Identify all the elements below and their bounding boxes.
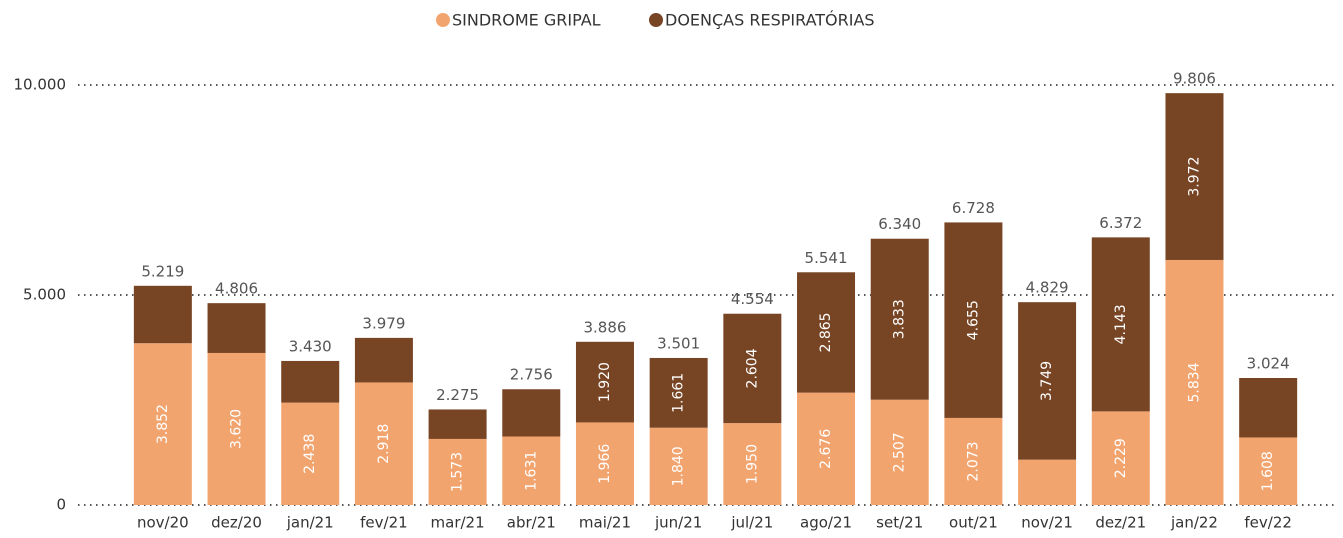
total-label: 3.430	[289, 337, 332, 355]
bar-segment	[133, 285, 192, 344]
legend-marker	[436, 13, 450, 27]
total-label: 3.979	[362, 314, 405, 332]
segment-label: 1.950	[744, 444, 760, 484]
segment-label: 3.620	[229, 409, 245, 449]
segment-label: 2.438	[302, 434, 318, 474]
segment-label: 2.865	[818, 312, 834, 352]
total-label: 6.728	[952, 199, 995, 217]
x-tick-label: jul/21	[730, 514, 773, 532]
bar-segment	[502, 436, 561, 505]
total-label: 4.806	[215, 280, 258, 298]
x-tick-label: set/21	[876, 514, 923, 532]
bar-segment	[1165, 259, 1224, 505]
segment-label: 4.143	[1113, 304, 1129, 344]
x-tick-label: mar/21	[431, 514, 485, 532]
total-label: 3.024	[1247, 354, 1290, 372]
total-label: 2.756	[510, 366, 553, 384]
segment-label: 2.918	[376, 424, 392, 464]
x-tick-label: jun/21	[654, 514, 702, 532]
segment-label: 3.852	[155, 404, 171, 444]
bar-segment	[1239, 437, 1298, 505]
total-label: 3.886	[583, 318, 626, 336]
segment-label: 2.229	[1113, 438, 1129, 478]
bar-segment	[1091, 411, 1150, 505]
bar-segment	[1165, 93, 1224, 260]
bar-segment	[1018, 302, 1077, 460]
segment-label: 1.840	[671, 446, 687, 486]
bar-segment	[797, 272, 856, 393]
x-tick-label: jan/22	[1170, 514, 1218, 532]
bar-segment	[649, 427, 708, 505]
y-tick-label: 0	[56, 496, 66, 514]
segment-label: 1.608	[1260, 451, 1276, 491]
total-label: 6.340	[878, 215, 921, 233]
y-tick-label: 10.000	[14, 76, 67, 94]
bar-segment	[723, 313, 782, 424]
bar-segment	[944, 222, 1003, 418]
bar-segment	[575, 422, 634, 505]
bar-segment	[354, 382, 413, 505]
segment-label: 3.833	[892, 299, 908, 339]
x-tick-label: abr/21	[507, 514, 556, 532]
segment-label: 4.655	[965, 300, 981, 340]
bar-segment	[354, 337, 413, 383]
segment-label: 2.507	[892, 432, 908, 472]
x-tick-label: jan/21	[286, 514, 334, 532]
bar-segment	[133, 343, 192, 505]
bar-segment	[575, 341, 634, 423]
total-label: 5.219	[141, 262, 184, 280]
bar-segment	[723, 423, 782, 505]
x-tick-label: nov/20	[137, 514, 189, 532]
x-tick-label: nov/21	[1021, 514, 1073, 532]
segment-label: 3.749	[1039, 361, 1055, 401]
segment-label: 1.920	[597, 362, 613, 402]
legend-label: SINDROME GRIPAL	[452, 11, 601, 30]
bar-segment	[428, 438, 487, 505]
legend-label: DOENÇAS RESPIRATÓRIAS	[665, 11, 875, 30]
bar-segment	[207, 352, 266, 505]
bar-segment	[649, 357, 708, 428]
total-label: 4.554	[731, 290, 774, 308]
segment-label: 1.631	[523, 451, 539, 491]
x-tick-label: out/21	[949, 514, 998, 532]
x-tick-label: fev/21	[360, 514, 408, 532]
segment-label: 2.676	[818, 429, 834, 469]
x-tick-label: ago/21	[800, 514, 852, 532]
x-tick-label: fev/22	[1244, 514, 1292, 532]
bar-segment	[870, 238, 929, 400]
segment-label: 5.834	[1186, 362, 1202, 402]
bar-segment	[281, 402, 340, 505]
x-tick-label: dez/21	[1095, 514, 1146, 532]
segment-label: 1.661	[671, 373, 687, 413]
bar-segment	[870, 399, 929, 505]
x-tick-label: mai/21	[579, 514, 631, 532]
bar-segment	[797, 392, 856, 505]
x-tick-label: dez/20	[211, 514, 262, 532]
segment-label: 1.573	[450, 452, 466, 492]
total-label: 5.541	[805, 249, 848, 267]
bar-segment	[1091, 237, 1150, 412]
bar-segment	[281, 360, 340, 403]
bar-segment	[502, 389, 561, 437]
total-label: 3.501	[657, 334, 700, 352]
segment-label: 3.972	[1186, 157, 1202, 197]
total-label: 9.806	[1173, 70, 1216, 88]
segment-label: 2.073	[965, 441, 981, 481]
bar-segment	[428, 409, 487, 439]
bar-segment	[207, 303, 266, 353]
total-label: 2.275	[436, 386, 479, 404]
segment-label: 1.966	[597, 444, 613, 484]
y-tick-label: 5.000	[23, 286, 66, 304]
legend-marker	[649, 13, 663, 27]
total-label: 4.829	[1026, 279, 1069, 297]
total-label: 6.372	[1099, 214, 1142, 232]
bar-segment	[1018, 459, 1077, 505]
bar-segment	[944, 417, 1003, 505]
segment-label: 2.604	[744, 348, 760, 388]
bar-segment	[1239, 377, 1298, 438]
